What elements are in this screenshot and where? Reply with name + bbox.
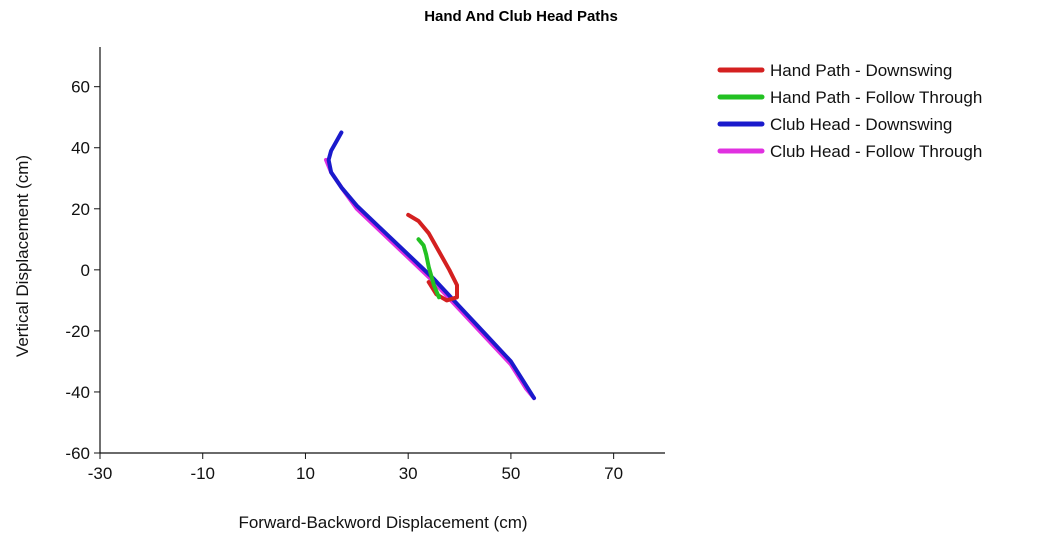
x-tick-label: 10 xyxy=(296,464,315,483)
x-tick-label: 50 xyxy=(501,464,520,483)
x-tick-label: -10 xyxy=(190,464,215,483)
y-tick-label: 0 xyxy=(81,261,90,280)
series-line-club-head-downswing xyxy=(326,130,536,401)
legend-label: Hand Path - Downswing xyxy=(770,61,952,80)
x-axis-label: Forward-Backword Displacement (cm) xyxy=(238,513,527,532)
y-tick-label: 40 xyxy=(71,139,90,158)
y-tick-label: -60 xyxy=(65,444,90,463)
x-tick-label: 70 xyxy=(604,464,623,483)
y-tick-label: -20 xyxy=(65,322,90,341)
y-tick-label: -40 xyxy=(65,383,90,402)
series-line-hand-path-follow-through xyxy=(416,237,441,300)
series-line-hand-path-downswing xyxy=(406,212,459,303)
chart-title: Hand And Club Head Paths xyxy=(424,8,618,25)
x-tick-label: 30 xyxy=(399,464,418,483)
x-tick-label: -30 xyxy=(88,464,113,483)
series-line-club-head-follow-through xyxy=(324,157,536,401)
legend-label: Hand Path - Follow Through xyxy=(770,88,982,107)
y-tick-label: 60 xyxy=(71,78,90,97)
y-tick-label: 20 xyxy=(71,200,90,219)
legend-label: Club Head - Follow Through xyxy=(770,142,982,161)
legend-label: Club Head - Downswing xyxy=(770,115,952,134)
y-axis-label: Vertical Displacement (cm) xyxy=(13,155,32,357)
